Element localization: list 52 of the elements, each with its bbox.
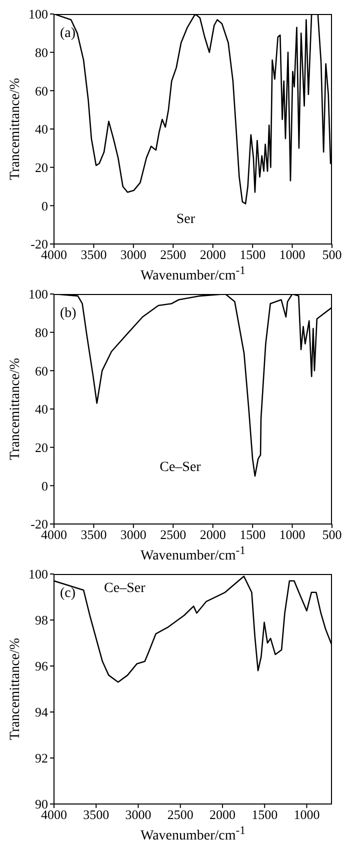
x-tick-label: 2500	[160, 527, 186, 542]
y-tick-label: 20	[35, 160, 48, 175]
x-tick-label: 2500	[167, 807, 194, 822]
y-tick-label: -20	[30, 516, 48, 532]
y-tick-label: 96	[35, 658, 48, 674]
x-tick-label: 1000	[279, 247, 306, 262]
y-tick-label: 80	[35, 44, 48, 60]
x-axis-title: Wavenumber/cm$^{-1}$	[140, 824, 246, 845]
annotation: (a)	[60, 26, 76, 42]
y-tick-label: 60	[35, 363, 48, 378]
x-tick-label: 3500	[80, 527, 107, 542]
y-tick-label: -20	[30, 236, 48, 252]
x-tick-label: 1500	[240, 247, 266, 262]
x-tick-label: 2000	[209, 807, 236, 822]
y-tick-label: 20	[35, 440, 48, 455]
text: Ce–Ser	[160, 460, 201, 476]
x-tick-label: 3000	[120, 527, 146, 542]
x-tick-label: 2500	[160, 247, 186, 262]
y-tick-label: 92	[35, 750, 48, 766]
x-tick-label: 3500	[80, 247, 107, 262]
annotation: (c)	[60, 586, 76, 602]
y-tick-label: 60	[35, 83, 48, 98]
y-axis-title: Trancemittance/%	[8, 356, 24, 462]
annotation: (b)	[60, 306, 76, 322]
x-tick-label: 500	[322, 527, 342, 542]
y-tick-label: 94	[35, 704, 48, 720]
x-tick-label: 1000	[279, 527, 306, 542]
x-tick-label: 3000	[120, 247, 146, 262]
x-tick-label: 500	[322, 247, 342, 262]
y-axis-title: Trancemittance/%	[8, 636, 24, 742]
y-tick-label: 90	[35, 796, 48, 812]
x-axis-title: Wavenumber/cm$^{-1}$	[140, 544, 246, 565]
text: Ser	[176, 212, 195, 228]
y-tick-label: 100	[28, 566, 48, 582]
y-tick-label: 80	[35, 324, 48, 340]
x-tick-label: 1500	[252, 807, 278, 822]
y-tick-label: 40	[35, 122, 48, 137]
x-tick-label: 3000	[125, 807, 152, 822]
y-tick-label: 98	[35, 612, 48, 628]
x-axis-title: Wavenumber/cm$^{-1}$	[140, 264, 246, 285]
y-tick-label: 40	[35, 402, 48, 417]
x-tick-label: 3500	[83, 807, 110, 822]
y-tick-label: 0	[42, 198, 48, 214]
x-tick-label: 1500	[240, 527, 266, 542]
x-tick-label: 2000	[200, 527, 226, 542]
y-tick-label: 100	[28, 286, 48, 302]
x-tick-label: 1000	[294, 807, 320, 822]
series-label: Ce–Ser	[104, 580, 146, 597]
y-tick-label: 0	[42, 478, 48, 494]
y-axis-title: Trancemittance/%	[8, 76, 24, 182]
y-tick-label: 100	[28, 6, 48, 22]
x-tick-label: 2000	[200, 247, 226, 262]
